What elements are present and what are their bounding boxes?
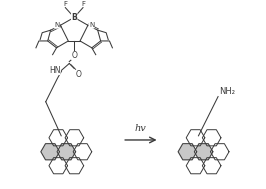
- Text: F: F: [81, 1, 85, 7]
- Text: O: O: [75, 70, 81, 79]
- Text: N: N: [54, 22, 60, 28]
- Text: hv: hv: [135, 124, 147, 133]
- Text: F: F: [63, 1, 67, 7]
- Text: NH₂: NH₂: [219, 87, 235, 96]
- Text: N: N: [89, 22, 94, 28]
- Polygon shape: [41, 144, 60, 160]
- Text: O: O: [71, 51, 77, 60]
- Text: B: B: [71, 13, 77, 22]
- Polygon shape: [194, 144, 213, 160]
- Polygon shape: [57, 144, 76, 160]
- Polygon shape: [178, 144, 197, 160]
- Text: HN: HN: [49, 66, 60, 75]
